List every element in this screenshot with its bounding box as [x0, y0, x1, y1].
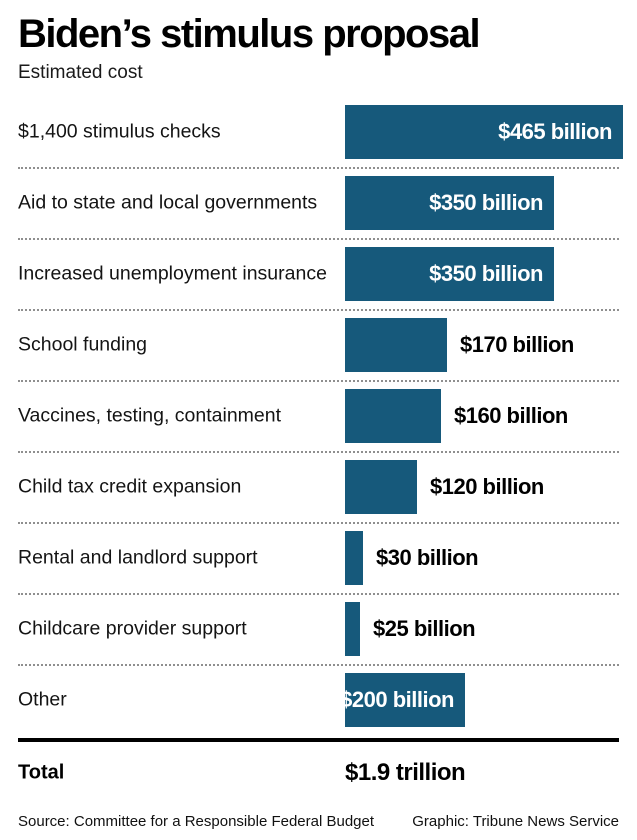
- chart-footer: Source: Committee for a Responsible Fede…: [18, 813, 619, 830]
- chart-rows: $1,400 stimulus checks $465 billion Aid to…: [18, 97, 623, 736]
- value-label: $25 billion: [373, 616, 476, 642]
- total-label: Total: [18, 761, 65, 784]
- chart-title: Biden’s stimulus proposal: [18, 12, 481, 56]
- bar-row: Childcare provider support $25 billion: [18, 592, 619, 665]
- bar: $200 billion: [340, 673, 465, 728]
- bar-wrap: $200 billion: [340, 673, 465, 728]
- category-label: $1,400 stimulus checks: [18, 120, 221, 143]
- category-label: Rental and landlord support: [18, 546, 258, 569]
- bar-wrap: $465 billion: [345, 105, 623, 160]
- bar-wrap: $120 billion: [345, 460, 544, 515]
- bar-row: Increased unemployment insurance $350 bil…: [18, 237, 619, 310]
- value-label: $170 billion: [460, 332, 574, 358]
- value-label: $200 billion: [340, 687, 454, 713]
- value-label: $350 billion: [429, 261, 543, 287]
- bar-row: School funding $170 billion: [18, 308, 619, 381]
- bar-row: Child tax credit expansion $120 billion: [18, 450, 619, 523]
- bar: [345, 318, 447, 373]
- category-label: Vaccines, testing, containment: [18, 404, 282, 427]
- bar-row: $1,400 stimulus checks $465 billion: [18, 97, 623, 168]
- bar: $350 billion: [345, 247, 554, 302]
- bar-wrap: $160 billion: [345, 389, 568, 444]
- total-row: Total $1.9 trillion: [18, 742, 619, 804]
- value-label: $465 billion: [498, 119, 612, 145]
- category-label: Child tax credit expansion: [18, 475, 242, 498]
- bar-wrap: $350 billion: [345, 176, 554, 231]
- category-label: Aid to state and local governments: [18, 191, 318, 214]
- bar-wrap: $30 billion: [345, 531, 479, 586]
- source-credit: Source: Committee for a Responsible Fede…: [18, 812, 375, 830]
- bar: $350 billion: [345, 176, 554, 231]
- value-label: $350 billion: [429, 190, 543, 216]
- category-label: Increased unemployment insurance: [18, 262, 327, 285]
- bar: [345, 531, 363, 586]
- bar-wrap: $25 billion: [345, 602, 476, 657]
- chart-subtitle: Estimated cost: [18, 61, 143, 83]
- bar-row: Other $200 billion: [18, 663, 619, 736]
- bar-wrap: $350 billion: [345, 247, 554, 302]
- value-label: $30 billion: [376, 545, 479, 571]
- value-label: $160 billion: [454, 403, 568, 429]
- bar-row: Vaccines, testing, containment $160 billi…: [18, 379, 619, 452]
- bar: [345, 389, 441, 444]
- total-value: $1.9 trillion: [345, 758, 466, 786]
- bar: [345, 460, 417, 515]
- bar: $465 billion: [345, 105, 623, 160]
- category-label: Other: [18, 688, 67, 711]
- bar-wrap: $170 billion: [345, 318, 574, 373]
- category-label: School funding: [18, 333, 148, 356]
- graphic-credit: Graphic: Tribune News Service: [412, 812, 619, 830]
- bar-row: Aid to state and local governments $350 b…: [18, 166, 619, 239]
- value-label: $120 billion: [430, 474, 544, 500]
- category-label: Childcare provider support: [18, 617, 247, 640]
- bar: [345, 602, 360, 657]
- total-divider-line: [18, 737, 619, 742]
- bar-row: Rental and landlord support $30 billion: [18, 521, 619, 594]
